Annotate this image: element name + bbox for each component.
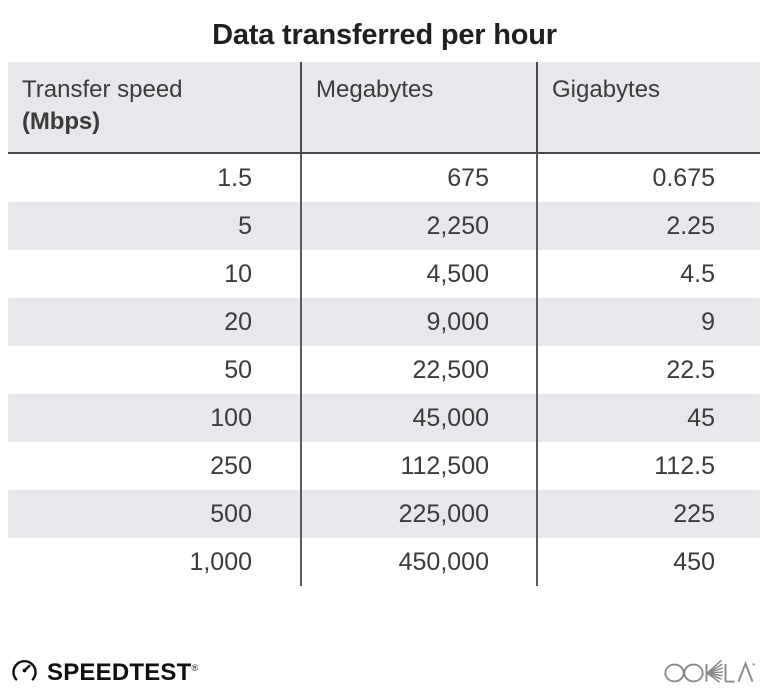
- cell-megabytes-value: 9,000: [426, 308, 489, 336]
- cell-gigabytes: 45: [536, 394, 760, 442]
- cell-megabytes-value: 450,000: [398, 548, 489, 576]
- cell-gigabytes-value: 225: [673, 500, 715, 528]
- cell-transfer-speed-value: 20: [224, 308, 252, 336]
- cell-transfer-speed: 500: [8, 490, 301, 538]
- cell-transfer-speed-value: 250: [210, 452, 252, 480]
- table-row: 5 2,250 2.25: [8, 202, 760, 250]
- cell-transfer-speed-value: 1.5: [217, 164, 252, 192]
- cell-gigabytes: 0.675: [536, 153, 760, 202]
- cell-transfer-speed: 1.5: [8, 153, 301, 202]
- cell-gigabytes-value: 22.5: [666, 356, 715, 384]
- table-row: 20 9,000 9: [8, 298, 760, 346]
- speedtest-trademark-symbol: ®: [191, 663, 199, 673]
- table-row: 250 112,500 112.5: [8, 442, 760, 490]
- cell-megabytes-value: 2,250: [426, 212, 489, 240]
- cell-megabytes-value: 112,500: [400, 452, 489, 480]
- cell-gigabytes-value: 2.25: [666, 212, 715, 240]
- cell-gigabytes: 225: [536, 490, 760, 538]
- cell-gigabytes-value: 4.5: [680, 260, 715, 288]
- table-row: 1,000 450,000 450: [8, 538, 760, 586]
- cell-gigabytes: 9: [536, 298, 760, 346]
- cell-transfer-speed-value: 500: [210, 500, 252, 528]
- column-header-transfer-speed: Transfer speed (Mbps): [8, 62, 301, 154]
- cell-transfer-speed-value: 5: [238, 212, 252, 240]
- speedometer-gauge-icon: [11, 657, 38, 684]
- cell-megabytes-value: 22,500: [412, 356, 489, 384]
- cell-megabytes: 22,500: [300, 346, 537, 394]
- cell-transfer-speed: 20: [8, 298, 301, 346]
- cell-transfer-speed: 1,000: [8, 538, 301, 586]
- cell-transfer-speed-value: 10: [224, 260, 252, 288]
- data-transferred-table: Transfer speed (Mbps) Megabytes Gigabyte…: [8, 62, 760, 586]
- table-row: 1.5 675 0.675: [8, 153, 760, 202]
- cell-transfer-speed-value: 1,000: [189, 548, 252, 576]
- footer: SPEEDTEST®: [0, 645, 769, 698]
- column-header-gigabytes-label: Gigabytes: [552, 76, 661, 103]
- table-header: Transfer speed (Mbps) Megabytes Gigabyte…: [8, 62, 760, 154]
- cell-gigabytes: 4.5: [536, 250, 760, 298]
- table-row: 50 22,500 22.5: [8, 346, 760, 394]
- cell-megabytes: 45,000: [300, 394, 537, 442]
- table-row: 500 225,000 225: [8, 490, 760, 538]
- cell-megabytes-value: 225,000: [398, 500, 489, 528]
- cell-transfer-speed: 100: [8, 394, 301, 442]
- cell-megabytes-value: 4,500: [426, 260, 489, 288]
- ookla-logo: [663, 657, 755, 685]
- cell-transfer-speed-value: 50: [224, 356, 252, 384]
- cell-megabytes: 675: [300, 153, 537, 202]
- speedtest-wordmark: SPEEDTEST®: [47, 656, 198, 685]
- cell-megabytes-value: 675: [447, 164, 489, 192]
- data-table-container: Transfer speed (Mbps) Megabytes Gigabyte…: [8, 62, 760, 586]
- cell-gigabytes: 22.5: [536, 346, 760, 394]
- cell-gigabytes-value: 45: [687, 404, 715, 432]
- table-row: 100 45,000 45: [8, 394, 760, 442]
- cell-megabytes-value: 45,000: [412, 404, 489, 432]
- cell-megabytes: 9,000: [300, 298, 537, 346]
- column-header-megabytes: Megabytes: [300, 62, 537, 154]
- speedtest-wordmark-text: SPEEDTEST: [47, 659, 192, 686]
- cell-gigabytes: 112.5: [536, 442, 760, 490]
- table-header-row: Transfer speed (Mbps) Megabytes Gigabyte…: [8, 62, 760, 154]
- cell-gigabytes: 450: [536, 538, 760, 586]
- table-row: 10 4,500 4.5: [8, 250, 760, 298]
- cell-transfer-speed: 50: [8, 346, 301, 394]
- cell-megabytes: 4,500: [300, 250, 537, 298]
- cell-gigabytes-value: 450: [673, 548, 715, 576]
- cell-megabytes: 450,000: [300, 538, 537, 586]
- cell-transfer-speed: 10: [8, 250, 301, 298]
- column-header-megabytes-label: Megabytes: [316, 76, 434, 103]
- cell-megabytes: 225,000: [300, 490, 537, 538]
- cell-megabytes: 2,250: [300, 202, 537, 250]
- cell-transfer-speed-value: 100: [210, 404, 252, 432]
- cell-gigabytes-value: 0.675: [652, 164, 715, 192]
- column-header-transfer-speed-unit: (Mbps): [22, 108, 101, 135]
- page-title: Data transferred per hour: [212, 19, 557, 51]
- speedtest-logo: SPEEDTEST®: [11, 656, 198, 685]
- cell-gigabytes-value: 9: [701, 308, 715, 336]
- cell-gigabytes-value: 112.5: [654, 452, 715, 480]
- cell-transfer-speed: 5: [8, 202, 301, 250]
- column-header-transfer-speed-label: Transfer speed: [22, 76, 183, 103]
- ookla-logo-icon: [663, 657, 755, 685]
- column-header-gigabytes: Gigabytes: [536, 62, 760, 154]
- cell-megabytes: 112,500: [300, 442, 537, 490]
- table-body: 1.5 675 0.675 5 2,250 2.25 10 4,500 4.5 20 9,000 9 5…: [8, 153, 760, 586]
- cell-gigabytes: 2.25: [536, 202, 760, 250]
- cell-transfer-speed: 250: [8, 442, 301, 490]
